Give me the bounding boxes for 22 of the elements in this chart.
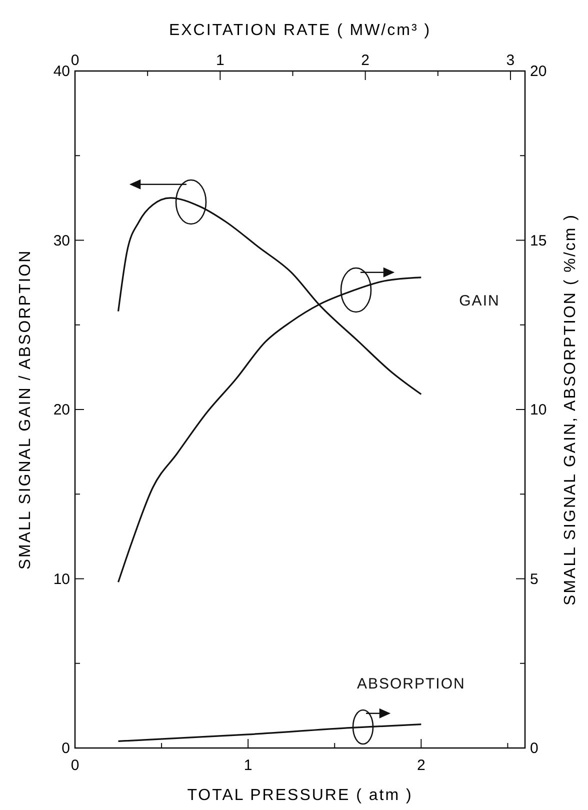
y-tick-label: 20: [53, 402, 70, 418]
line-series: [117, 724, 422, 742]
x-tick-label: 1: [244, 757, 252, 774]
y2-tick-label: 15: [530, 232, 547, 250]
y2-tick-label: 5: [530, 570, 538, 588]
text: GAIN: [459, 292, 500, 310]
text: ABSORPTION: [356, 675, 466, 692]
y2-tick-label: 20: [530, 63, 547, 80]
y2-tick-label: 0: [530, 740, 538, 757]
x2-axis-title: EXCITATION RATE ( MW/cm³ ): [168, 22, 432, 39]
x-tick-label: 2: [416, 757, 426, 774]
y2-tick-label: 10: [530, 402, 547, 418]
y2-axis-title: SMALL SIGNAL GAIN, ABSORPTION ( %/cm ): [562, 214, 579, 606]
x2-tick-label: 2: [361, 52, 370, 69]
y-axis-title: SMALL SIGNAL GAIN / ABSORPTION: [17, 249, 34, 570]
y-tick-label: 0: [62, 740, 70, 757]
y-tick-label: 30: [53, 232, 70, 250]
x2-tick-label: 1: [216, 52, 224, 69]
y-tick-label: 40: [53, 63, 70, 80]
y-tick-label: 10: [53, 570, 70, 588]
x2-tick-label: 3: [506, 52, 515, 69]
x-axis-title: TOTAL PRESSURE ( atm ): [187, 787, 413, 804]
